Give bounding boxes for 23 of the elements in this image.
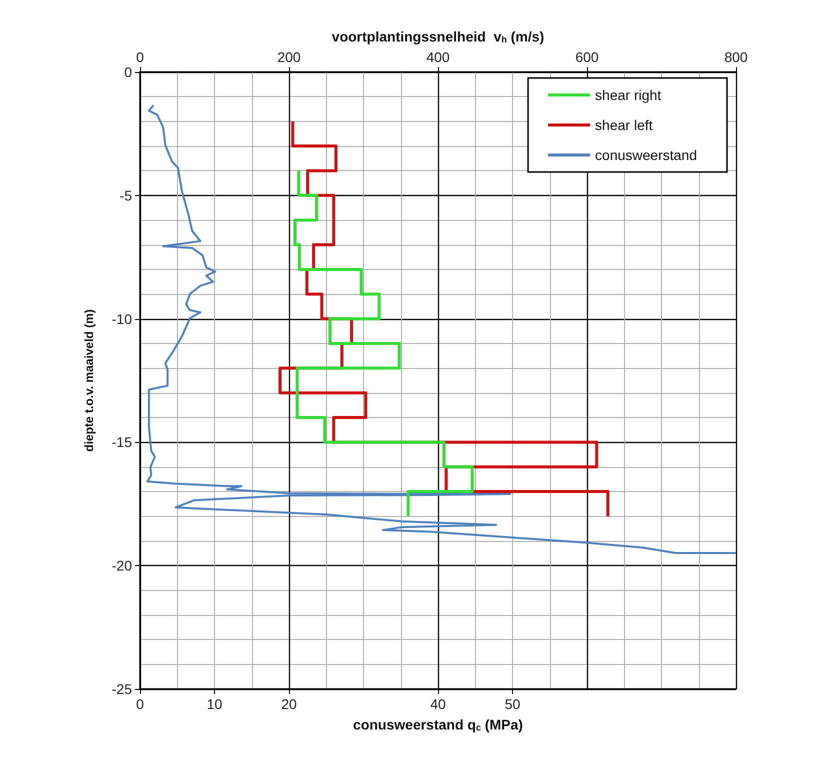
y-tick-label: 0 bbox=[124, 64, 132, 80]
x2-tick-label: 0 bbox=[136, 49, 144, 65]
y-tick-label: -25 bbox=[112, 681, 132, 697]
y-tick-label: -10 bbox=[112, 310, 132, 327]
y-tick-label: -5 bbox=[120, 187, 132, 204]
x-tick-label: 0 bbox=[136, 696, 144, 712]
x-tick-label: 10 bbox=[206, 696, 222, 712]
x2-tick-label: 200 bbox=[277, 49, 301, 65]
x2-tick-label: 400 bbox=[426, 49, 450, 65]
x-axis-title: conusweerstand qc (MPa) bbox=[353, 716, 523, 732]
y-axis-title: diepte t.o.v. maaiveld (m) bbox=[82, 309, 96, 452]
x2-tick-label: 800 bbox=[724, 49, 748, 65]
y-tick-label: -20 bbox=[112, 558, 132, 574]
line-series bbox=[146, 104, 737, 554]
x-tick-label: 40 bbox=[430, 696, 446, 712]
legend-label: conusweerstand bbox=[595, 147, 697, 163]
x2-tick-label: 600 bbox=[575, 49, 599, 65]
x2-axis-title: voortplantingssnelheid vh (m/s) bbox=[332, 28, 544, 44]
legend-label: shear right bbox=[595, 87, 662, 103]
y-tick-label: -15 bbox=[112, 434, 132, 450]
x-tick-label: 20 bbox=[281, 696, 297, 712]
x-tick-label: 50 bbox=[504, 696, 520, 712]
legend-label: shear left bbox=[595, 117, 653, 133]
